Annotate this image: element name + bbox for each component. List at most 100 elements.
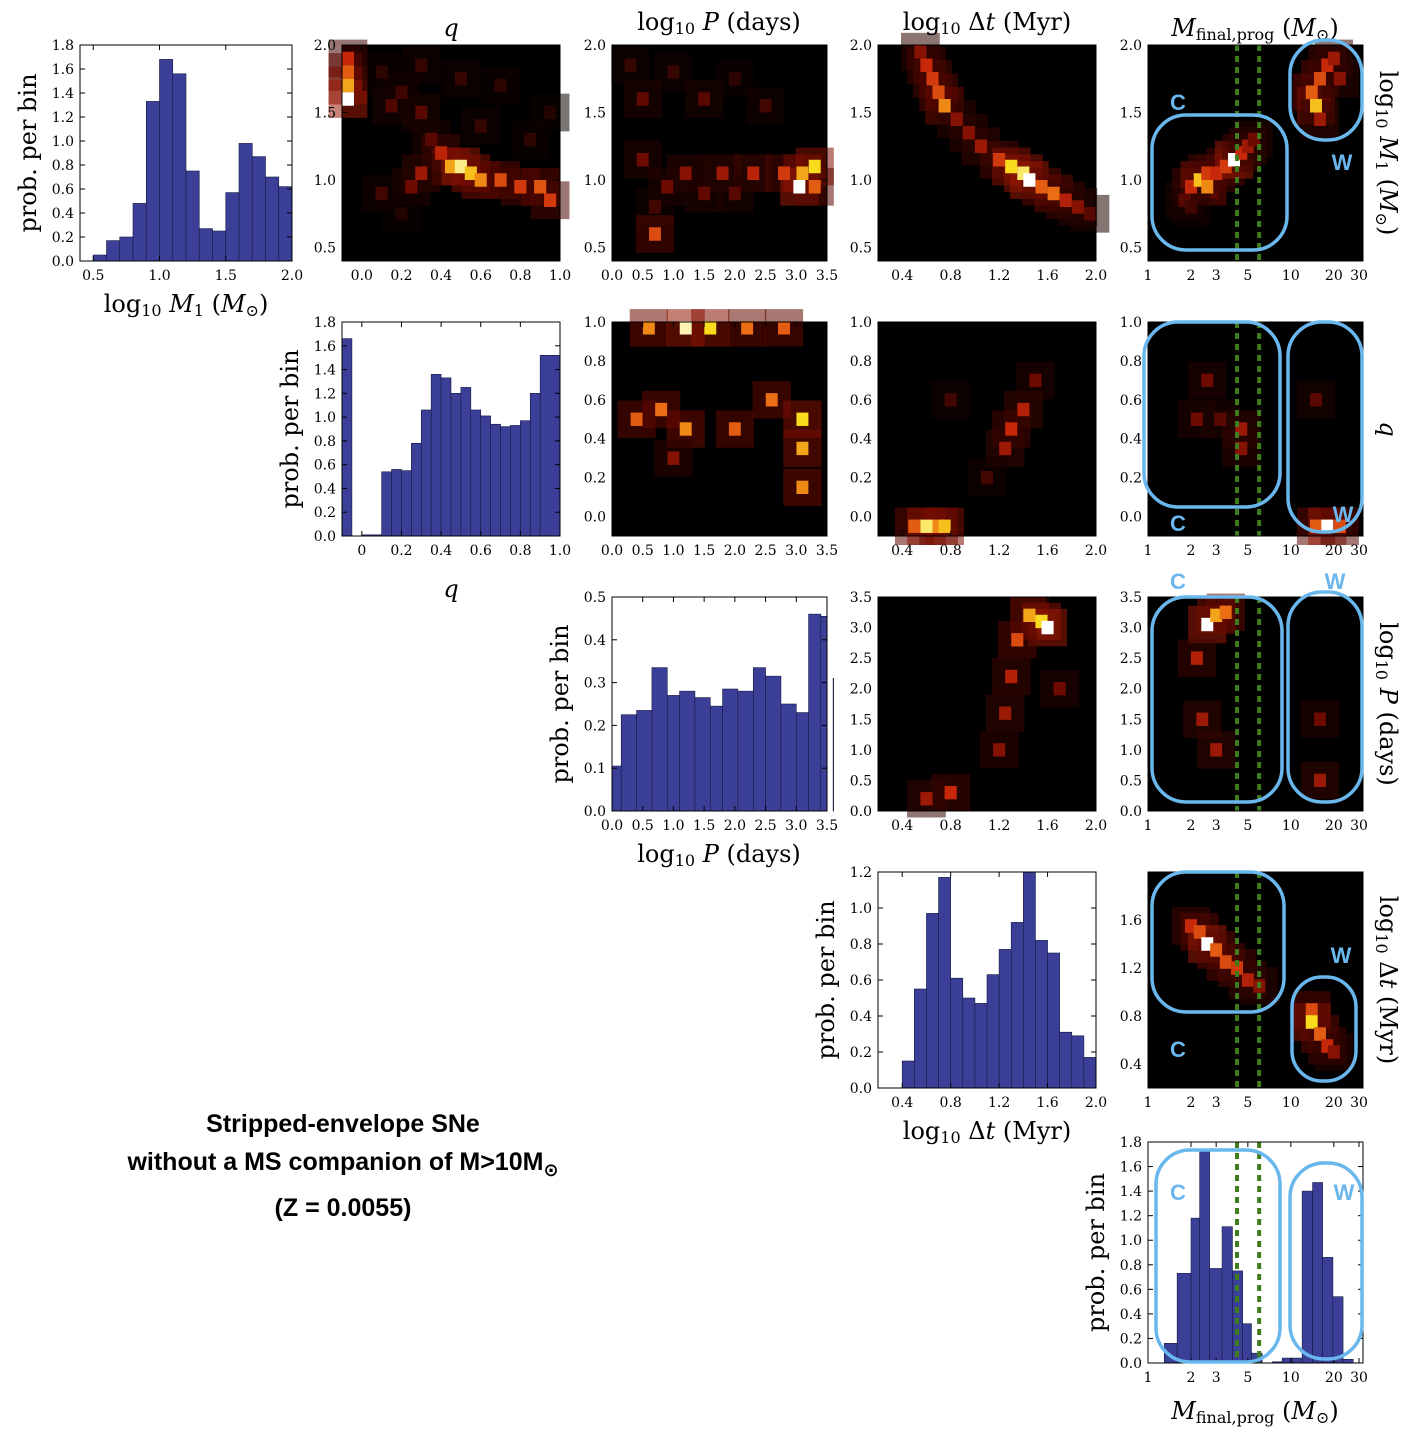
y-tick-label: 1.5 bbox=[1120, 106, 1142, 122]
heatmap-cell bbox=[435, 146, 448, 160]
heatmap-cell bbox=[728, 422, 741, 436]
plot-frame bbox=[1147, 44, 1364, 262]
region-label-wide: W bbox=[1334, 1180, 1355, 1205]
heatmap-cell bbox=[375, 186, 388, 201]
heatmap-cell bbox=[1314, 1027, 1326, 1041]
heatmap-cell bbox=[741, 321, 754, 335]
plot-frame bbox=[877, 321, 1097, 537]
histogram-bar bbox=[500, 426, 511, 537]
region-label-wide: W bbox=[1331, 943, 1352, 968]
x-tick-label: 2 bbox=[1187, 268, 1196, 284]
right-label-q: q bbox=[1374, 421, 1402, 436]
label-part: log bbox=[1374, 896, 1402, 934]
heatmap-cell bbox=[1210, 943, 1223, 957]
y-tick-label: 2.5 bbox=[850, 651, 872, 667]
y-tick-label: 0.6 bbox=[1120, 1282, 1142, 1298]
label-part: M bbox=[1170, 14, 1197, 42]
heatmap-cell bbox=[474, 119, 487, 133]
heatmap-cell bbox=[778, 321, 790, 335]
x-tick-label: 3.0 bbox=[785, 543, 807, 559]
x-tick-label: 0.4 bbox=[891, 543, 913, 559]
x-tick-label: 20 bbox=[1325, 543, 1343, 559]
histogram-bar bbox=[1332, 1296, 1344, 1364]
region-core-row4 bbox=[1150, 870, 1286, 1014]
heatmap-cell bbox=[1196, 712, 1209, 726]
heatmap-cell bbox=[544, 105, 557, 120]
y-tick-label: 2.0 bbox=[1120, 682, 1142, 698]
histogram-bar bbox=[1059, 1031, 1073, 1089]
histogram-bar bbox=[391, 469, 402, 537]
region-label-core: C bbox=[1170, 1037, 1186, 1062]
x-tick-label: 0.4 bbox=[430, 543, 452, 559]
label-part: (Myr) bbox=[995, 1117, 1071, 1145]
heatmap-cell bbox=[796, 412, 809, 426]
y-tick-label: 1.6 bbox=[1120, 1160, 1142, 1176]
heatmap-cell bbox=[920, 792, 933, 806]
heatmap-cell bbox=[1059, 193, 1072, 207]
heatmap-layer: 0.0 0.2 0.4 0.6 0.8 1.00.51.01.52.00.0 0.5 1.0 1… bbox=[314, 32, 1368, 1111]
heatmap-cell bbox=[667, 65, 680, 79]
heatmap-cell bbox=[1235, 146, 1248, 160]
heatmap-cell bbox=[698, 186, 711, 201]
x-tick-label: 20 bbox=[1325, 268, 1343, 284]
y-tick-label: 0.4 bbox=[584, 432, 606, 448]
x-tick-label: 0.8 bbox=[940, 818, 962, 834]
y-tick-label: 1.5 bbox=[314, 106, 336, 122]
y-tick-label: 1.2 bbox=[314, 386, 336, 402]
histogram-bar bbox=[1232, 1270, 1243, 1364]
label-part: log bbox=[637, 840, 675, 868]
y-tick-label: 1.2 bbox=[1120, 1209, 1142, 1225]
x-tick-label: 1.6 bbox=[1036, 268, 1058, 284]
y-tick-label: 1.0 bbox=[850, 743, 872, 759]
heatmap-cell bbox=[1228, 153, 1240, 167]
histogram-bar bbox=[737, 690, 754, 812]
label-part: (days) bbox=[719, 8, 801, 36]
sun-symbol: ⊙ bbox=[543, 1160, 559, 1180]
heatmap-cell bbox=[1210, 166, 1223, 180]
heatmap-P-M1: 0.0 0.5 1.0 1.5 2.0 2.5 3.0 3.5 0.5 1.0 1.5 2.0 bbox=[584, 38, 838, 284]
label-part: ) bbox=[1329, 14, 1338, 42]
histogram-bar bbox=[440, 377, 452, 537]
histogram-bar bbox=[460, 387, 472, 537]
heatmap-cell bbox=[1178, 193, 1191, 207]
y-tick-label: 0.2 bbox=[850, 1045, 872, 1061]
y-tick-label: 0.8 bbox=[1120, 1258, 1142, 1274]
x-tick-label: 1 bbox=[1144, 543, 1153, 559]
y-tick-label: 0.0 bbox=[850, 510, 872, 526]
heatmap-cell bbox=[341, 65, 355, 79]
y-tick-label: 0.0 bbox=[1120, 510, 1142, 526]
y-tick-label: 1.2 bbox=[1120, 961, 1142, 977]
x-tick-label: 1.6 bbox=[1036, 543, 1058, 559]
y-tick-label: 0.6 bbox=[850, 393, 872, 409]
histogram-bar bbox=[808, 613, 822, 812]
y-tick-label: 2.0 bbox=[850, 38, 872, 54]
heatmap-cell bbox=[698, 92, 711, 106]
label-part: log bbox=[1374, 622, 1402, 660]
x-tick-label: 30 bbox=[1350, 818, 1368, 834]
heatmap-cell bbox=[514, 180, 527, 194]
x-tick-label: 1.0 bbox=[549, 543, 571, 559]
label-part: ) bbox=[259, 290, 268, 318]
title-line-2-text: without a MS companion of M>10M bbox=[127, 1148, 544, 1176]
title-line-3: (Z = 0.0055) bbox=[274, 1194, 412, 1222]
heatmap-cell bbox=[796, 441, 809, 456]
histogram-layer: 0.5 1.0 1.5 2.00.00.20.40.60.81.01.21.41.61… bbox=[14, 38, 1368, 1386]
heatmap-cell bbox=[1247, 132, 1260, 147]
x-tick-label: 0.4 bbox=[891, 268, 913, 284]
label-part: P bbox=[1374, 687, 1402, 705]
y-tick-label: 3.0 bbox=[1120, 621, 1142, 637]
label-part: log bbox=[104, 290, 142, 318]
y-tick-label: 0.2 bbox=[52, 230, 74, 246]
histogram-bar bbox=[636, 710, 653, 812]
region-label-core: C bbox=[1170, 90, 1186, 115]
histogram-bar bbox=[106, 240, 121, 262]
heatmap-cell bbox=[993, 743, 1006, 757]
region-wide-row3 bbox=[1286, 590, 1364, 804]
y-tick-label: 0.4 bbox=[584, 633, 606, 649]
histogram-bar bbox=[998, 949, 1012, 1089]
x-tick-label: 5 bbox=[1243, 543, 1252, 559]
heatmap-cell bbox=[636, 92, 649, 106]
heatmap-cell bbox=[944, 785, 957, 800]
x-tick-label: 1.0 bbox=[148, 268, 170, 284]
label-part: (Myr) bbox=[995, 8, 1071, 36]
